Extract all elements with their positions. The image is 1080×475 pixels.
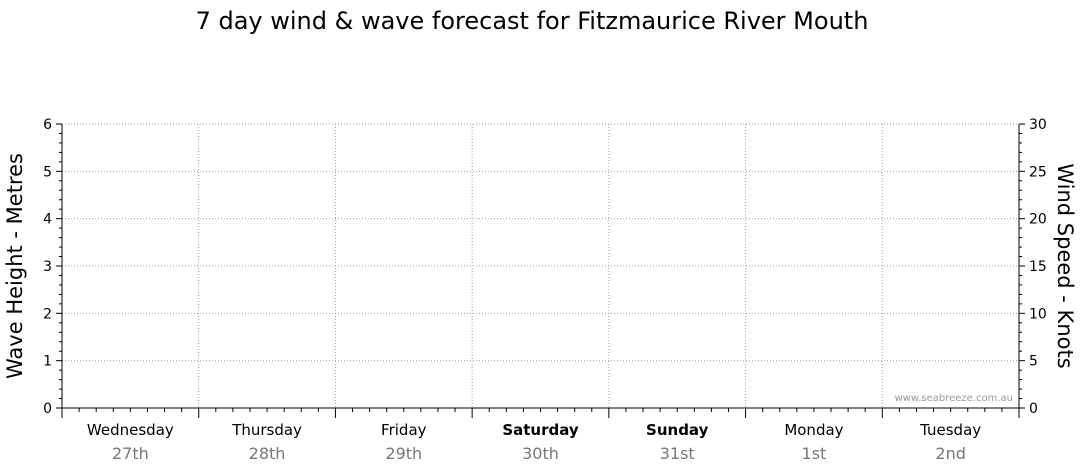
y-left-tick-label: 4 [43,212,52,228]
day-name-label: Saturday [502,421,579,439]
y-left-tick-label: 2 [43,306,52,322]
y-right-tick-label: 0 [1029,401,1038,417]
y-right-tick-label: 30 [1029,117,1047,133]
tick-labels: 0 1 2 3 4 5 6 0 5 10 15 20 25 30 [43,117,1047,417]
y-left-tick-label: 1 [43,354,52,370]
day-date-label: 29th [385,444,422,463]
day-date-label: 30th [522,444,559,463]
axes [56,123,1025,418]
day-name-label: Thursday [231,421,302,439]
day-name-label: Tuesday [919,421,981,439]
gridlines [62,123,1019,408]
day-date-label: 27th [112,444,149,463]
day-name-label: Wednesday [87,421,174,439]
day-date-label: 2nd [935,444,965,463]
day-date-label: 31st [660,444,695,463]
chart-title: 7 day wind & wave forecast for Fitzmauri… [196,7,869,35]
day-name-label: Sunday [646,421,709,439]
y-right-tick-label: 10 [1029,306,1047,322]
day-name-label: Monday [784,421,843,439]
watermark: www.seabreeze.com.au [895,393,1013,404]
day-labels: Wednesday 27th Thursday 28th Friday 29th Satur… [87,421,981,463]
y-axis-right-label: Wind Speed - Knots [1053,163,1077,368]
y-axis-left-label: Wave Height - Metres [3,153,27,379]
y-right-tick-label: 20 [1029,212,1047,228]
y-left-tick-label: 0 [43,401,52,417]
day-date-label: 28th [249,444,286,463]
y-left-tick-label: 3 [43,259,52,275]
day-date-label: 1st [802,444,827,463]
y-right-tick-label: 15 [1029,259,1047,275]
y-right-tick-label: 25 [1029,164,1047,180]
y-left-tick-label: 6 [43,117,52,133]
y-right-tick-label: 5 [1029,354,1038,370]
day-name-label: Friday [381,421,427,439]
y-left-tick-label: 5 [43,164,52,180]
